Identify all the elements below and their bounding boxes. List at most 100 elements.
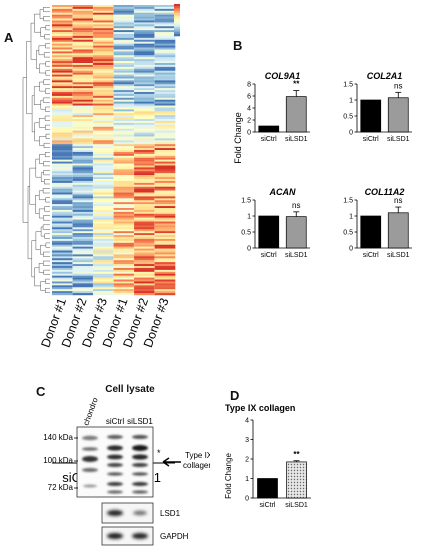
heatmap-cell [113,155,135,158]
heatmap-cell [93,146,114,149]
heatmap-cell [113,163,135,166]
heatmap-cell [154,213,176,216]
panel-d-label: D [230,388,240,403]
heatmap-cell [113,78,135,81]
heatmap-cell [93,92,114,95]
heatmap-cell [134,12,155,15]
heatmap-cell [52,128,73,131]
heatmap-cell [134,37,155,40]
heatmap-cell [113,138,135,141]
heatmap-cell [93,63,114,66]
heatmap-cell [52,215,73,218]
heatmap-cell [72,115,94,118]
heatmap-cell [93,213,114,216]
heatmap-cell [134,47,155,50]
heatmap-cell [72,136,94,139]
heatmap-cell [134,41,155,44]
heatmap-cell [134,169,155,172]
heatmap-cell [113,188,135,191]
bar-chart-acan: ACAN 0 0.5 1 1.5 siCtrl siLSD1 ns [241,187,310,259]
heatmap-cell [154,262,176,265]
heatmap-cell [52,250,73,253]
heatmap-cell [134,72,155,75]
heatmap-cell [72,146,94,149]
band [107,454,123,460]
heatmap-cell [113,126,135,129]
heatmap-cell [52,227,73,230]
heatmap-cell [134,128,155,131]
heatmap-cell [52,97,73,100]
heatmap-cell [134,209,155,213]
heatmap-cell [134,35,155,39]
band [132,482,148,486]
heatmap-cell [93,231,114,234]
heatmap-cell [52,103,73,106]
heatmap-cell [154,180,176,184]
heatmap-cell [134,177,155,180]
heatmap-cell [72,5,94,8]
heatmap-cell [113,35,135,39]
heatmap-cell [113,53,135,56]
heatmap-cell [52,206,73,209]
y-tick-label: 8 [247,82,251,89]
heatmap-cell [72,16,94,19]
heatmap-cell [154,113,176,116]
x-tick-label: siLSD1 [387,252,410,259]
heatmap-cell [154,95,176,98]
y-tick-label: 0.5 [343,114,353,121]
heatmap-cell [113,273,135,276]
heatmap-cell [134,163,155,166]
heatmap-cell [93,136,114,139]
heatmap-cell [93,188,114,191]
heatmap-cell [134,124,155,127]
heatmap-cell [134,142,155,145]
heatmap-cell [154,99,176,102]
heatmap-cell [113,24,135,27]
heatmap-cell [93,53,114,56]
heatmap-cell [134,144,155,147]
heatmap-cell [72,240,94,243]
heatmap-cell [113,231,135,234]
band [132,435,148,439]
heatmap-cell [134,184,155,187]
heatmap-cell [113,275,135,278]
heatmap-cell [52,202,73,205]
panel-b-ylabel: Fold Change [233,112,243,164]
heatmap-cell [134,30,155,33]
heatmap-cell [93,117,114,120]
heatmap-cell [154,43,176,46]
heatmap-cell [134,80,155,83]
heatmap-cell [113,180,135,184]
heatmap-cell [72,163,94,166]
heatmap-cell [154,289,176,292]
heatmap-cell [52,273,73,276]
heatmap-cell [93,144,114,147]
heatmap-cell [93,10,114,13]
heatmap-cell [93,273,114,276]
heatmap-cell [154,150,176,153]
heatmap-cell [72,72,94,75]
heatmap-cell [52,213,73,216]
heatmap-cell [134,285,155,288]
heatmap-cell [154,238,176,242]
heatmap-cell [93,43,114,46]
heatmap-cell [93,211,114,214]
band [107,435,123,439]
chart-title: COL9A1 [265,71,301,81]
heatmap-cell [134,227,155,230]
heatmap-cell [134,200,155,203]
heatmap-cell [52,95,73,98]
heatmap-cell [134,246,155,249]
heatmap-cell [93,90,114,93]
heatmap-cell [52,240,73,243]
heatmap-cell [52,279,73,282]
heatmap-cell [113,64,135,68]
heatmap-cell [93,246,114,249]
y-tick-label: 3 [245,437,249,444]
heatmap-cell [113,192,135,195]
heatmap-cell [52,6,73,10]
heatmap-cell [134,53,155,56]
heatmap-cell [52,267,73,271]
